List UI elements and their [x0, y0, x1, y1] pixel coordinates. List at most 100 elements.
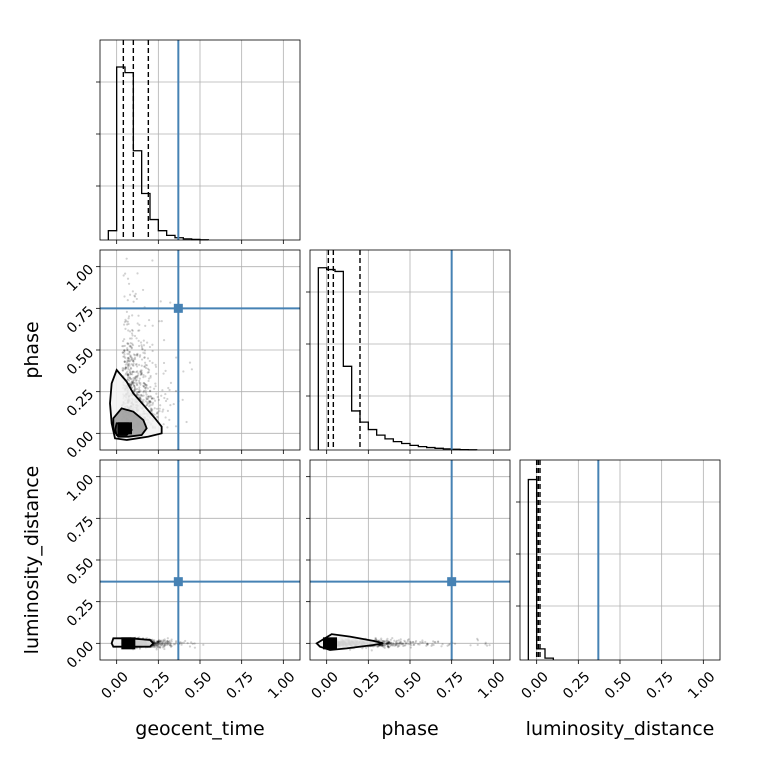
scatter-point [386, 643, 389, 646]
scatter-point [385, 639, 388, 642]
scatter-point [388, 641, 391, 644]
scatter-point [126, 349, 129, 352]
scatter-point [136, 322, 139, 325]
scatter-point [139, 396, 142, 399]
scatter-point [143, 356, 146, 359]
scatter-point [404, 640, 407, 643]
scatter-point [127, 362, 131, 366]
scatter-point [191, 642, 194, 645]
scatter-point [383, 644, 386, 647]
scatter-point [129, 373, 132, 376]
scatter-point [140, 344, 143, 347]
scatter-point [128, 368, 131, 372]
scatter-point [377, 644, 380, 647]
x-tick-label: 0.75 [434, 669, 467, 702]
scatter-point [155, 641, 158, 644]
scatter-point [135, 379, 138, 382]
scatter-point [158, 407, 161, 410]
scatter-point [138, 647, 142, 650]
scatter-point [131, 314, 134, 317]
scatter-point [128, 379, 131, 382]
scatter-point [147, 379, 150, 383]
scatter-point [144, 391, 148, 394]
scatter-point [142, 351, 145, 354]
scatter-point [129, 341, 132, 345]
scatter-point [453, 642, 457, 645]
scatter-point [151, 349, 154, 353]
scatter-point [134, 377, 137, 380]
x-tick-label: 0.75 [644, 669, 677, 702]
scatter-point [129, 377, 132, 380]
scatter-point [437, 640, 440, 643]
scatter-point [403, 644, 406, 647]
scatter-point [389, 641, 392, 644]
scatter-point [127, 374, 130, 377]
scatter-point [124, 368, 127, 371]
scatter-point [424, 640, 427, 644]
scatter-point [182, 641, 185, 644]
scatter-point [123, 349, 126, 352]
scatter-point [151, 397, 154, 400]
scatter-point [388, 642, 391, 645]
scatter-point [169, 381, 173, 384]
scatter-point [138, 388, 141, 391]
scatter-point [431, 643, 434, 646]
scatter-point [142, 389, 146, 392]
scatter-point [394, 642, 397, 646]
scatter-point [386, 642, 390, 645]
scatter-point [164, 643, 167, 646]
scatter-point [161, 642, 164, 645]
scatter-point [156, 415, 159, 418]
scatter-point [122, 345, 125, 348]
scatter-point [141, 348, 144, 351]
scatter-point [389, 645, 392, 648]
scatter-point [387, 641, 391, 644]
scatter-point [395, 641, 398, 645]
scatter-point [122, 274, 125, 277]
scatter-point [133, 387, 137, 390]
scatter-point [138, 329, 141, 332]
scatter-point [140, 398, 143, 401]
scatter-point [154, 644, 157, 647]
scatter-point [156, 411, 159, 414]
scatter-point [432, 640, 435, 643]
scatter-point [432, 643, 435, 647]
scatter-point [393, 639, 396, 642]
scatter-point [142, 384, 145, 387]
scatter-point [146, 387, 149, 390]
scatter-point [158, 645, 161, 649]
scatter-point [136, 354, 139, 357]
scatter-point [134, 379, 137, 382]
scatter-point [129, 355, 132, 358]
scatter-point [401, 642, 404, 645]
scatter-point [162, 361, 166, 365]
scatter-point [156, 641, 159, 644]
scatter-point [140, 393, 143, 397]
scatter-point [126, 347, 129, 350]
x-tick-label: 1.00 [265, 669, 298, 702]
scatter-point [446, 644, 449, 647]
scatter-point [153, 407, 156, 410]
scatter-point [138, 391, 141, 394]
scatter-point [164, 639, 167, 642]
scatter-point [136, 374, 139, 378]
scatter-point [129, 354, 132, 357]
scatter-point [157, 641, 160, 645]
scatter-point [143, 352, 147, 355]
scatter-point [121, 369, 124, 372]
scatter-point [155, 407, 159, 410]
scatter-point [140, 373, 143, 376]
scatter-point [152, 645, 155, 649]
scatter-point [149, 404, 152, 407]
scatter-point [127, 360, 131, 363]
scatter-point [126, 359, 130, 362]
scatter-point [161, 410, 164, 413]
scatter-point [426, 643, 429, 646]
scatter-point [155, 646, 158, 649]
scatter-point [386, 637, 389, 640]
scatter-point [386, 645, 390, 648]
scatter-point [166, 409, 170, 412]
scatter-point [166, 637, 169, 640]
scatter-point [403, 639, 406, 642]
